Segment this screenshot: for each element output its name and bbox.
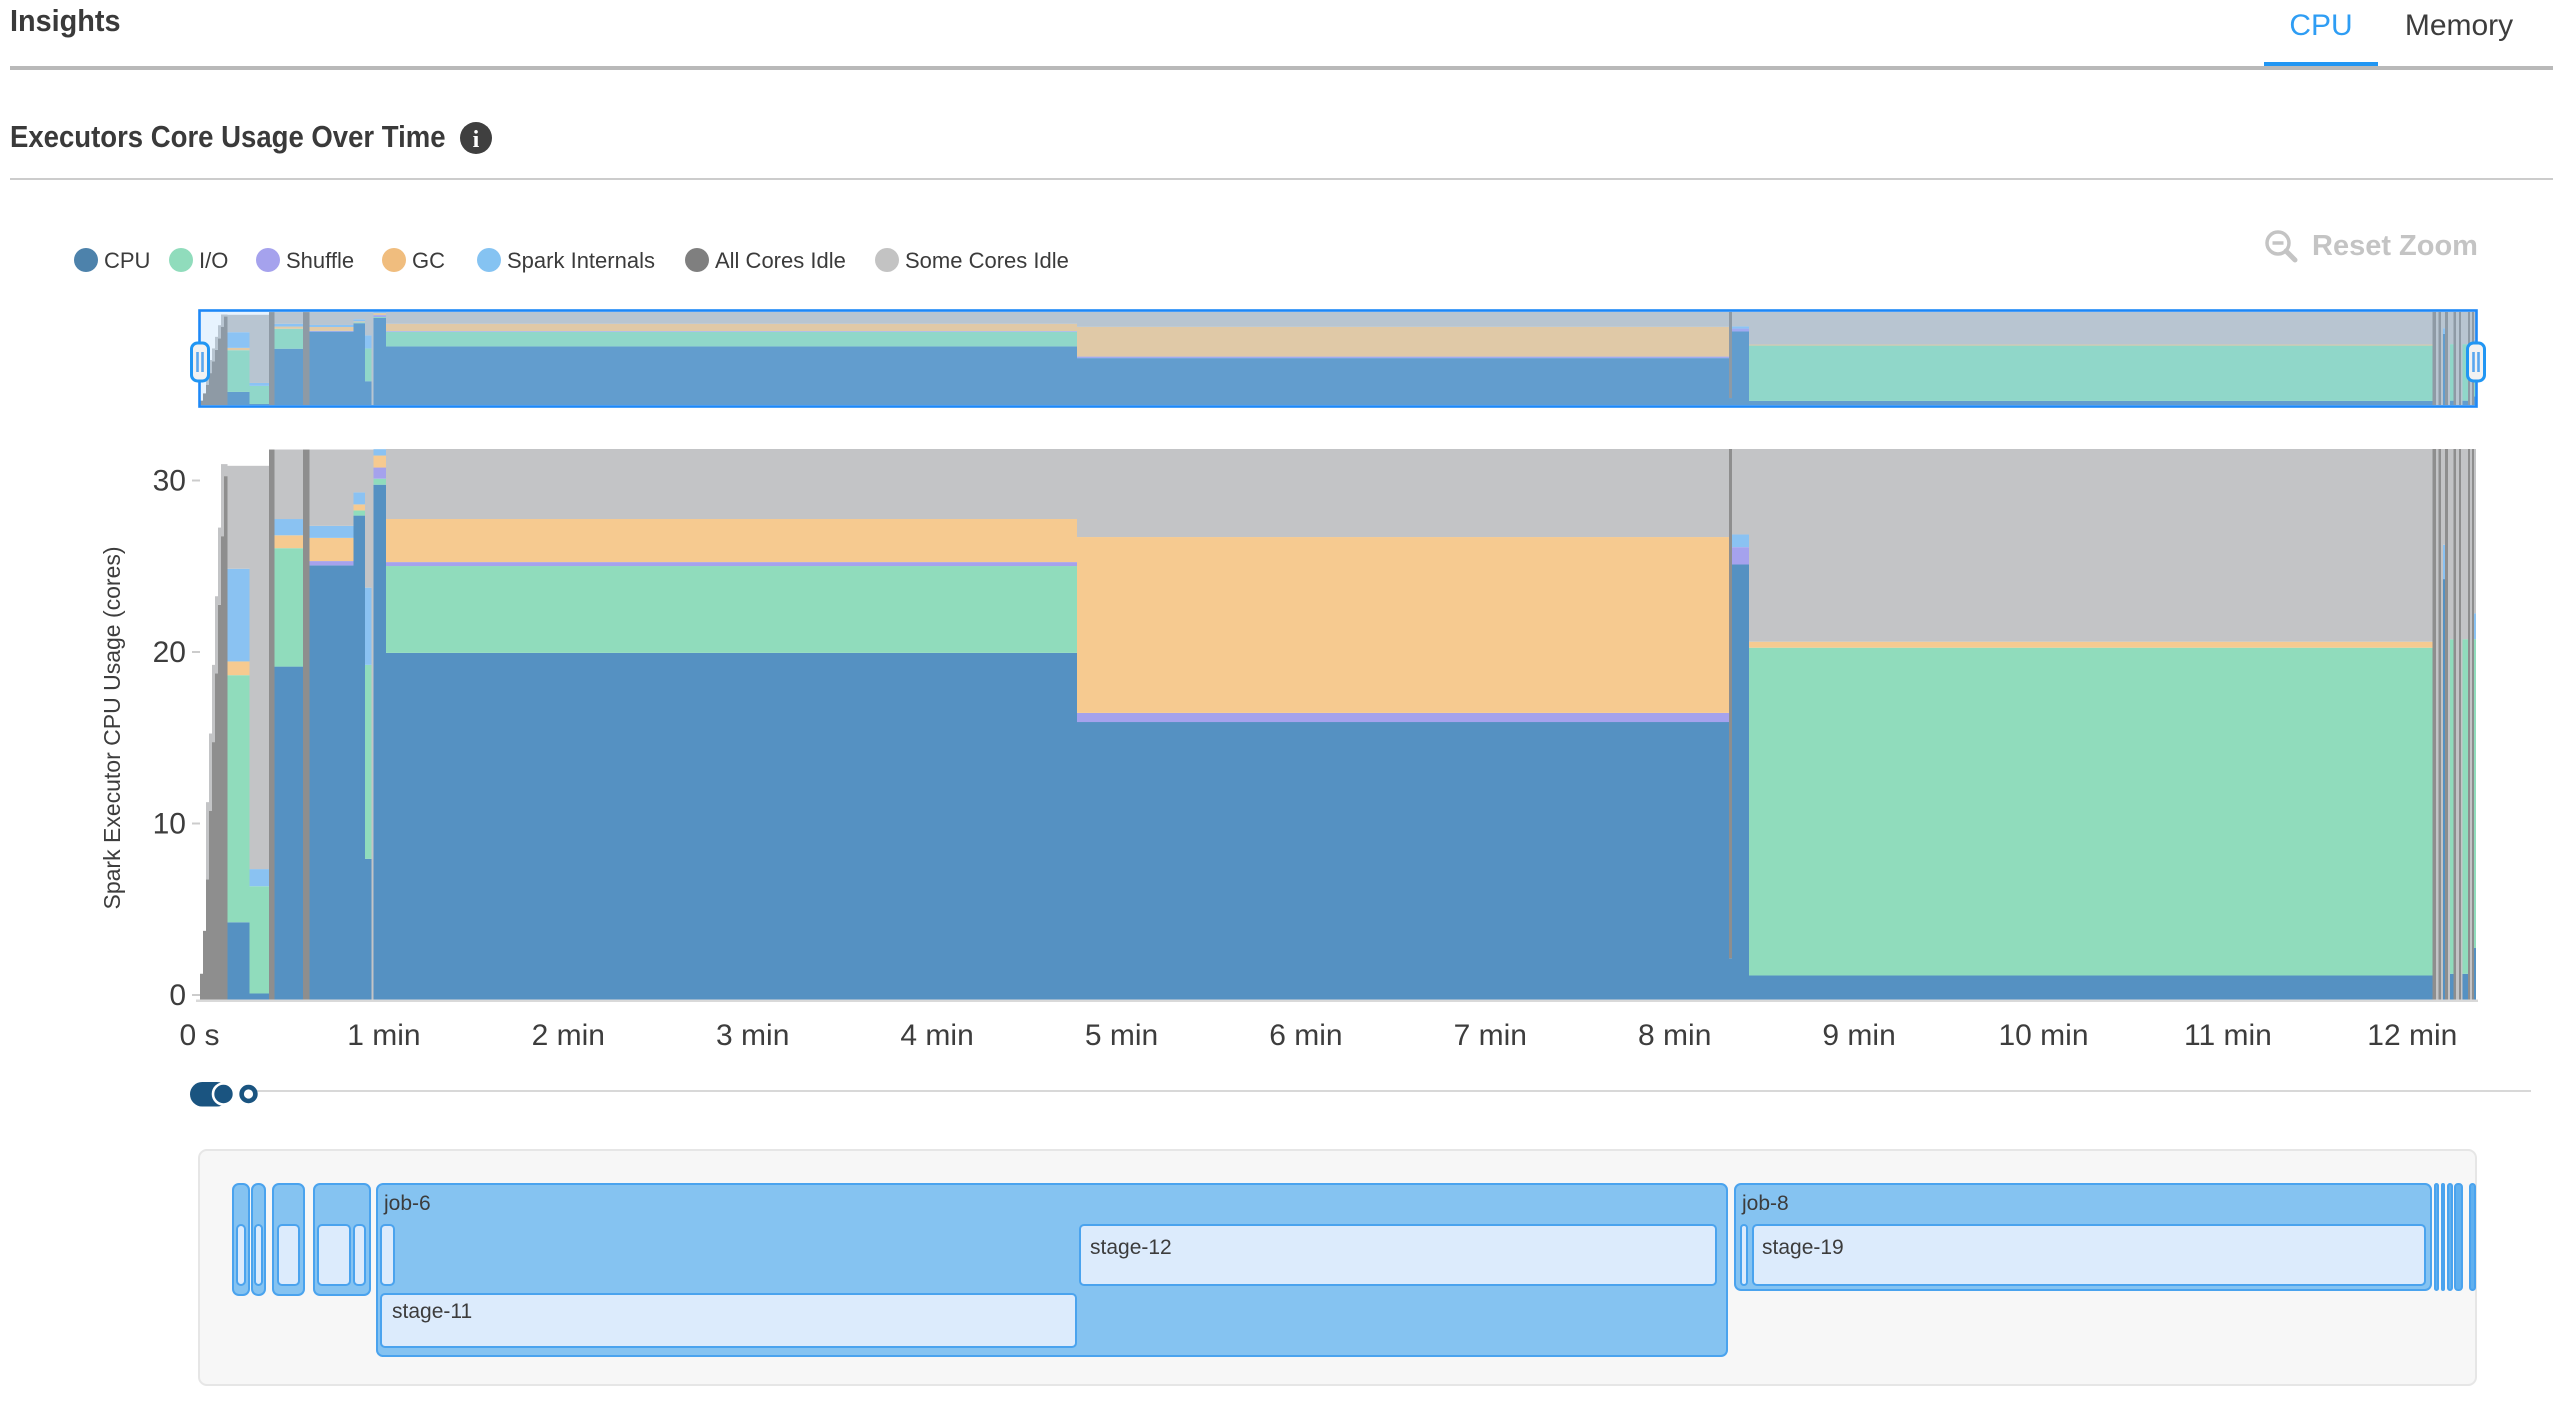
svg-text:All Cores Idle: All Cores Idle [715,248,846,273]
svg-text:9 min: 9 min [1822,1019,1895,1052]
svg-text:8 min: 8 min [1638,1019,1711,1052]
svg-text:5 min: 5 min [1085,1019,1158,1052]
svg-text:2 min: 2 min [532,1019,605,1052]
svg-text:20: 20 [153,636,186,669]
svg-text:Shuffle: Shuffle [286,248,354,273]
svg-text:3 min: 3 min [716,1019,789,1052]
svg-text:Some Cores Idle: Some Cores Idle [905,248,1069,273]
svg-text:7 min: 7 min [1454,1019,1527,1052]
svg-text:0: 0 [169,979,186,1012]
svg-text:30: 30 [153,465,186,498]
svg-text:12 min: 12 min [2367,1019,2457,1052]
svg-text:CPU: CPU [104,248,150,273]
svg-text:Spark Executor CPU Usage (core: Spark Executor CPU Usage (cores) [99,546,125,909]
svg-text:0 s: 0 s [179,1019,219,1052]
svg-text:10: 10 [153,808,186,841]
svg-text:GC: GC [412,248,445,273]
svg-text:4 min: 4 min [900,1019,973,1052]
svg-text:6 min: 6 min [1269,1019,1342,1052]
svg-text:1 min: 1 min [347,1019,420,1052]
svg-text:10 min: 10 min [1998,1019,2088,1052]
svg-text:I/O: I/O [199,248,228,273]
svg-text:11 min: 11 min [2184,1019,2272,1052]
svg-text:Spark Internals: Spark Internals [507,248,655,273]
svg-text:i: i [473,127,480,153]
